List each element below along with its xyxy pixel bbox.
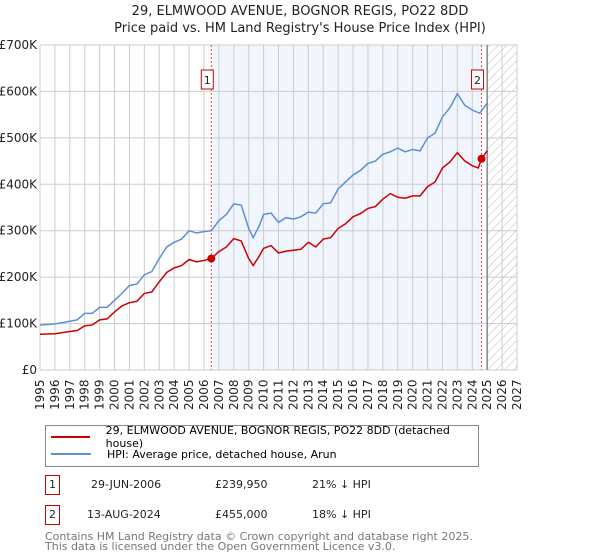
x-tick-label: 2016 xyxy=(346,379,360,410)
sale-marker-label: 1 xyxy=(204,74,211,87)
x-tick-label: 2023 xyxy=(450,379,464,410)
x-tick-label: 2006 xyxy=(197,379,211,410)
x-tick-label: 2021 xyxy=(421,379,435,410)
x-tick-label: 2018 xyxy=(376,379,390,410)
sale-date: 29-JUN-2006 xyxy=(91,478,162,491)
y-tick-label: £400K xyxy=(0,177,38,191)
x-tick-label: 1998 xyxy=(78,379,92,410)
hpi-line xyxy=(39,92,488,326)
sale-point xyxy=(207,254,216,263)
x-tick-label: 2025 xyxy=(480,379,494,410)
x-tick-label: 2007 xyxy=(212,379,226,410)
x-tick-label: 2001 xyxy=(122,379,136,410)
legend-swatch xyxy=(51,453,91,455)
legend-label: HPI: Average price, detached house, Arun xyxy=(107,447,337,461)
chart-title: 29, ELMWOOD AVENUE, BOGNOR REGIS, PO22 8… xyxy=(131,4,469,19)
y-tick-label: £500K xyxy=(0,131,38,145)
x-tick-label: 2015 xyxy=(331,379,345,410)
sale-price: £455,000 xyxy=(215,508,268,521)
sale-row: 2 13-AUG-2024 £455,000 18% ↓ HPI xyxy=(45,505,465,525)
x-tick-label: 2010 xyxy=(257,379,271,410)
sale-price: £239,950 xyxy=(215,478,268,491)
property-price-line xyxy=(39,150,488,335)
footer-copyright: Contains HM Land Registry data © Crown c… xyxy=(45,530,473,543)
x-tick-label: 2013 xyxy=(301,379,315,410)
sale-point xyxy=(477,154,486,163)
x-tick-label: 1999 xyxy=(93,379,107,410)
legend-label: 29, ELMWOOD AVENUE, BOGNOR REGIS, PO22 8… xyxy=(105,424,450,450)
x-tick-label: 2017 xyxy=(361,379,375,410)
chart-subtitle: Price paid vs. HM Land Registry's House … xyxy=(114,21,486,36)
sale-marker-box xyxy=(200,69,214,90)
sale-marker-label: 2 xyxy=(45,505,60,525)
plot-area: 1995 1996 1997 1998 1999 2000 2001 2002 2003 2004… xyxy=(0,38,524,410)
ownership-shading xyxy=(211,45,482,370)
y-tick-label: £700K xyxy=(0,38,38,52)
x-tick-label: 1996 xyxy=(48,379,62,410)
x-tick-label: 2008 xyxy=(227,379,241,410)
x-tick-label: 2020 xyxy=(406,379,420,410)
footer-licence: This data is licensed under the Open Gov… xyxy=(45,540,396,553)
x-tick-label: 2002 xyxy=(137,379,151,410)
x-tick-label: 2027 xyxy=(510,379,524,410)
x-tick-label: 1997 xyxy=(63,379,77,410)
legend-swatch xyxy=(51,436,90,438)
x-tick-label: 2022 xyxy=(435,379,449,410)
sale-marker-box xyxy=(471,69,485,90)
x-tick-label: 2011 xyxy=(272,379,286,410)
x-tick-label: 2003 xyxy=(152,379,166,410)
x-tick-label: 2000 xyxy=(108,379,122,410)
x-tick-label: 2024 xyxy=(465,379,479,410)
sale-date: 13-AUG-2024 xyxy=(87,508,161,521)
sale-hpi-diff: 21% ↓ HPI xyxy=(312,478,371,491)
y-tick-label: £600K xyxy=(0,84,38,98)
legend-item-property: 29, ELMWOOD AVENUE, BOGNOR REGIS, PO22 8… xyxy=(51,424,478,450)
x-tick-label: 2005 xyxy=(182,379,196,410)
x-tick-label: 2012 xyxy=(286,379,300,410)
y-tick-label: £200K xyxy=(0,270,38,284)
x-tick-label: 2014 xyxy=(316,379,330,410)
sale-hpi-diff: 18% ↓ HPI xyxy=(312,508,371,521)
x-tick-label: 2004 xyxy=(167,379,181,410)
x-tick-label: 2026 xyxy=(495,379,509,410)
y-tick-label: £100K xyxy=(0,317,38,331)
sale-marker-label: 1 xyxy=(45,475,60,495)
y-tick-label: £0 xyxy=(22,363,37,377)
x-tick-label: 1995 xyxy=(33,379,47,410)
x-tick-label: 2009 xyxy=(242,379,256,410)
x-tick-label: 2019 xyxy=(391,379,405,410)
y-tick-label: £300K xyxy=(0,224,38,238)
sale-row: 1 29-JUN-2006 £239,950 21% ↓ HPI xyxy=(45,475,465,495)
legend: 29, ELMWOOD AVENUE, BOGNOR REGIS, PO22 8… xyxy=(45,424,479,467)
legend-item-hpi: HPI: Average price, detached house, Arun xyxy=(51,447,337,461)
sale-marker-label: 2 xyxy=(474,74,481,87)
